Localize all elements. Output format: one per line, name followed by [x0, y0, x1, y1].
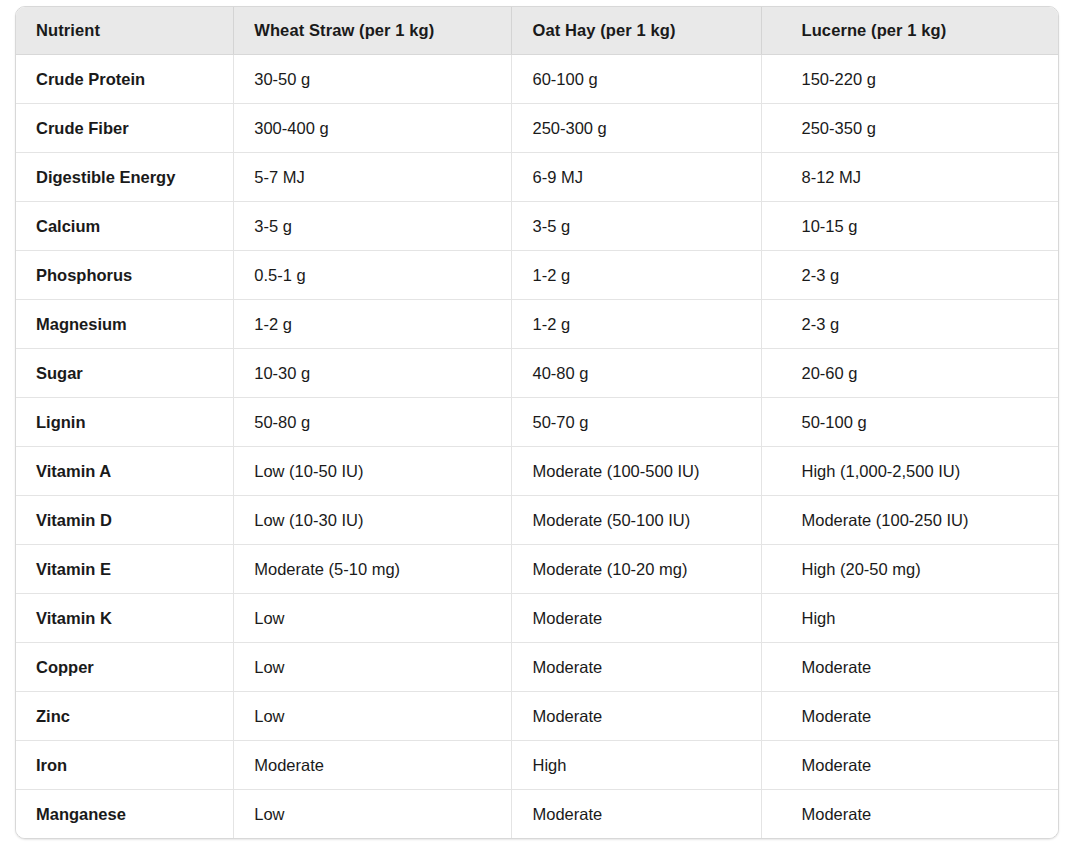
- nutrient-value-cell: 50-80 g: [234, 398, 512, 447]
- table-body: Crude Protein30-50 g60-100 g150-220 gCru…: [16, 55, 1058, 839]
- nutrient-value-cell: Moderate: [761, 692, 1058, 741]
- nutrient-value-cell: Moderate: [512, 692, 761, 741]
- nutrient-value-cell: 250-350 g: [761, 104, 1058, 153]
- nutrient-value-cell: 250-300 g: [512, 104, 761, 153]
- nutrient-value-cell: 8-12 MJ: [761, 153, 1058, 202]
- nutrient-comparison-table-card: Nutrient Wheat Straw (per 1 kg) Oat Hay …: [15, 6, 1059, 839]
- nutrient-value-cell: Low (10-30 IU): [234, 496, 512, 545]
- column-header-oat-hay: Oat Hay (per 1 kg): [512, 7, 761, 55]
- nutrient-value-cell: 5-7 MJ: [234, 153, 512, 202]
- nutrient-value-cell: High (20-50 mg): [761, 545, 1058, 594]
- nutrient-name-cell: Vitamin K: [16, 594, 234, 643]
- nutrient-value-cell: High: [512, 741, 761, 790]
- nutrient-value-cell: Moderate (100-250 IU): [761, 496, 1058, 545]
- nutrient-value-cell: 2-3 g: [761, 251, 1058, 300]
- table-row: ManganeseLowModerateModerate: [16, 790, 1058, 839]
- nutrient-value-cell: 3-5 g: [512, 202, 761, 251]
- nutrient-name-cell: Vitamin E: [16, 545, 234, 594]
- nutrient-comparison-table: Nutrient Wheat Straw (per 1 kg) Oat Hay …: [16, 7, 1058, 838]
- nutrient-value-cell: Low: [234, 594, 512, 643]
- table-header: Nutrient Wheat Straw (per 1 kg) Oat Hay …: [16, 7, 1058, 55]
- nutrient-name-cell: Phosphorus: [16, 251, 234, 300]
- nutrient-name-cell: Copper: [16, 643, 234, 692]
- nutrient-value-cell: Moderate (5-10 mg): [234, 545, 512, 594]
- nutrient-name-cell: Calcium: [16, 202, 234, 251]
- nutrient-name-cell: Sugar: [16, 349, 234, 398]
- nutrient-value-cell: 1-2 g: [512, 251, 761, 300]
- nutrient-value-cell: 50-100 g: [761, 398, 1058, 447]
- nutrient-value-cell: 10-15 g: [761, 202, 1058, 251]
- table-row: Phosphorus0.5-1 g1-2 g2-3 g: [16, 251, 1058, 300]
- nutrient-value-cell: Moderate: [512, 790, 761, 839]
- nutrient-value-cell: 1-2 g: [512, 300, 761, 349]
- nutrient-value-cell: Moderate (10-20 mg): [512, 545, 761, 594]
- nutrient-name-cell: Iron: [16, 741, 234, 790]
- table-row: Crude Fiber300-400 g250-300 g250-350 g: [16, 104, 1058, 153]
- nutrient-value-cell: 2-3 g: [761, 300, 1058, 349]
- nutrient-value-cell: 10-30 g: [234, 349, 512, 398]
- table-row: Vitamin DLow (10-30 IU)Moderate (50-100 …: [16, 496, 1058, 545]
- table-row: IronModerateHighModerate: [16, 741, 1058, 790]
- nutrient-value-cell: 50-70 g: [512, 398, 761, 447]
- header-row: Nutrient Wheat Straw (per 1 kg) Oat Hay …: [16, 7, 1058, 55]
- nutrient-value-cell: Low: [234, 790, 512, 839]
- nutrient-value-cell: Moderate: [761, 741, 1058, 790]
- nutrient-value-cell: Moderate: [512, 594, 761, 643]
- nutrient-value-cell: 0.5-1 g: [234, 251, 512, 300]
- table-row: ZincLowModerateModerate: [16, 692, 1058, 741]
- nutrient-value-cell: 60-100 g: [512, 55, 761, 104]
- column-header-lucerne: Lucerne (per 1 kg): [761, 7, 1058, 55]
- column-header-nutrient: Nutrient: [16, 7, 234, 55]
- nutrient-value-cell: Low: [234, 692, 512, 741]
- nutrient-value-cell: Moderate (50-100 IU): [512, 496, 761, 545]
- nutrient-value-cell: Moderate (100-500 IU): [512, 447, 761, 496]
- nutrient-value-cell: 300-400 g: [234, 104, 512, 153]
- table-row: Lignin50-80 g50-70 g50-100 g: [16, 398, 1058, 447]
- nutrient-value-cell: High (1,000-2,500 IU): [761, 447, 1058, 496]
- table-row: Vitamin EModerate (5-10 mg)Moderate (10-…: [16, 545, 1058, 594]
- nutrient-name-cell: Digestible Energy: [16, 153, 234, 202]
- nutrient-value-cell: Moderate: [234, 741, 512, 790]
- table-row: Calcium3-5 g3-5 g10-15 g: [16, 202, 1058, 251]
- nutrient-name-cell: Crude Fiber: [16, 104, 234, 153]
- nutrient-value-cell: Low (10-50 IU): [234, 447, 512, 496]
- table-row: Magnesium1-2 g1-2 g2-3 g: [16, 300, 1058, 349]
- nutrient-value-cell: 40-80 g: [512, 349, 761, 398]
- nutrient-value-cell: Moderate: [761, 643, 1058, 692]
- nutrient-value-cell: Moderate: [761, 790, 1058, 839]
- nutrient-value-cell: 6-9 MJ: [512, 153, 761, 202]
- table-row: Crude Protein30-50 g60-100 g150-220 g: [16, 55, 1058, 104]
- nutrient-name-cell: Manganese: [16, 790, 234, 839]
- table-row: Vitamin ALow (10-50 IU)Moderate (100-500…: [16, 447, 1058, 496]
- nutrient-value-cell: Low: [234, 643, 512, 692]
- nutrient-value-cell: High: [761, 594, 1058, 643]
- nutrient-value-cell: 150-220 g: [761, 55, 1058, 104]
- table-row: CopperLowModerateModerate: [16, 643, 1058, 692]
- nutrient-name-cell: Vitamin D: [16, 496, 234, 545]
- nutrient-value-cell: 3-5 g: [234, 202, 512, 251]
- table-row: Digestible Energy5-7 MJ6-9 MJ8-12 MJ: [16, 153, 1058, 202]
- nutrient-name-cell: Lignin: [16, 398, 234, 447]
- column-header-wheat-straw: Wheat Straw (per 1 kg): [234, 7, 512, 55]
- table-row: Vitamin KLowModerateHigh: [16, 594, 1058, 643]
- nutrient-value-cell: 1-2 g: [234, 300, 512, 349]
- nutrient-value-cell: Moderate: [512, 643, 761, 692]
- nutrient-value-cell: 30-50 g: [234, 55, 512, 104]
- nutrient-name-cell: Zinc: [16, 692, 234, 741]
- nutrient-value-cell: 20-60 g: [761, 349, 1058, 398]
- nutrient-name-cell: Magnesium: [16, 300, 234, 349]
- nutrient-name-cell: Vitamin A: [16, 447, 234, 496]
- table-row: Sugar10-30 g40-80 g20-60 g: [16, 349, 1058, 398]
- nutrient-name-cell: Crude Protein: [16, 55, 234, 104]
